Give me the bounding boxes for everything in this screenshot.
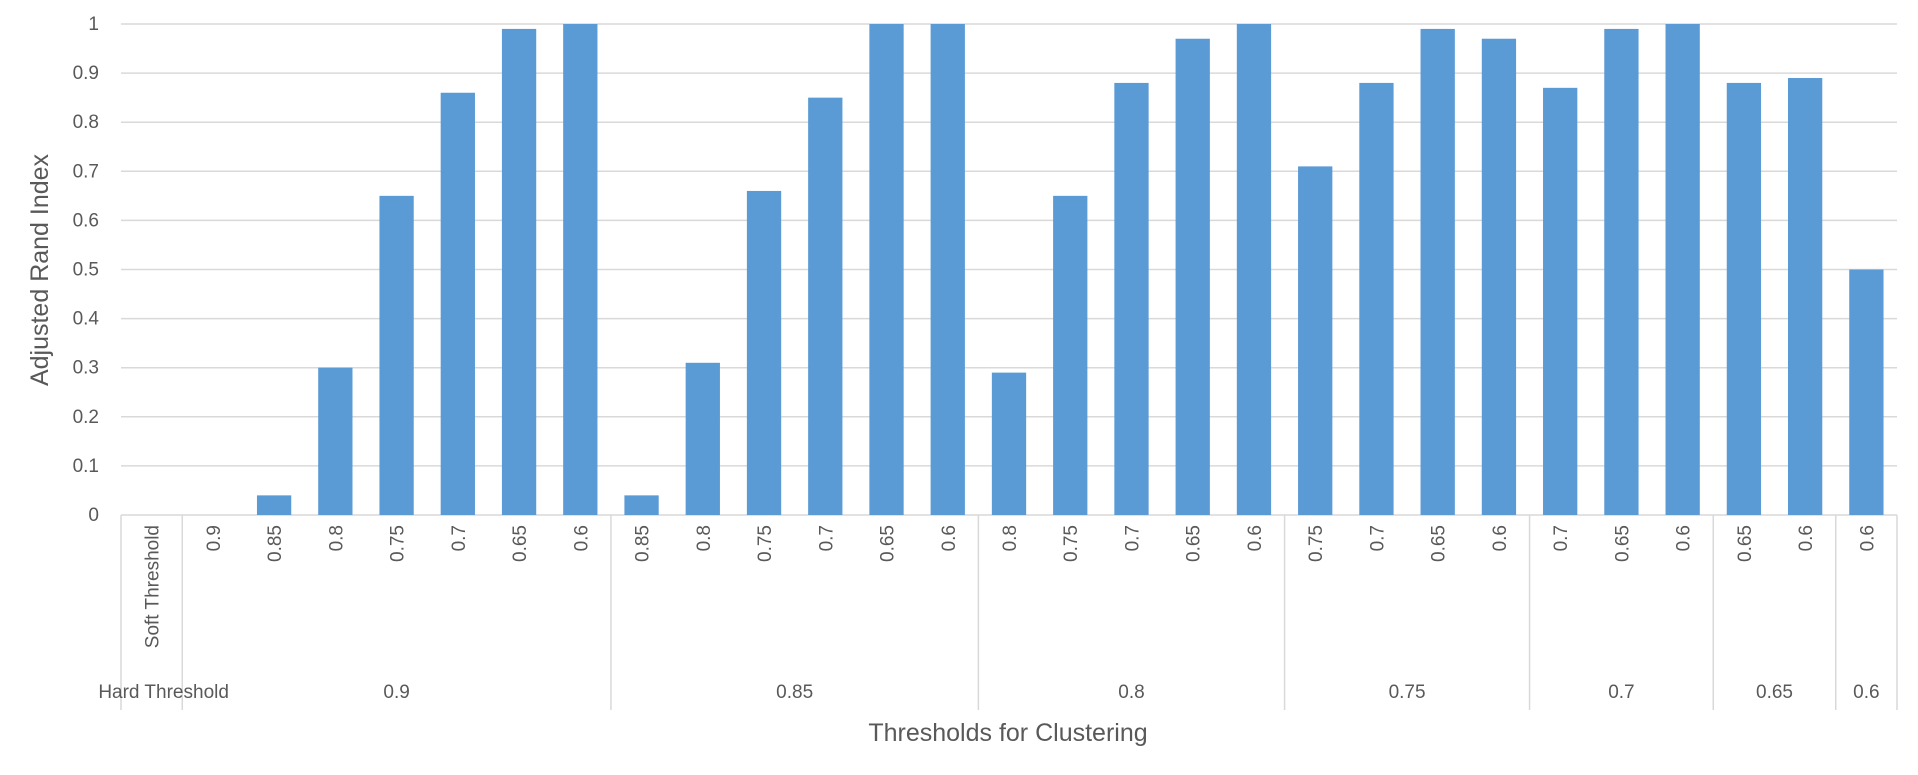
y-tick-label: 0.6 — [73, 210, 99, 231]
bar — [746, 190, 782, 515]
bar — [318, 367, 353, 515]
bar — [1236, 24, 1272, 515]
y-tick-label: 0.3 — [73, 358, 99, 379]
y-tick-label: 0.8 — [73, 112, 99, 133]
soft-threshold-row-label: Soft Threshold — [143, 525, 164, 648]
bar — [1359, 82, 1394, 516]
soft-threshold-tick-label: 0.7 — [1367, 525, 1388, 551]
soft-threshold-tick-label: 0.85 — [265, 525, 286, 562]
bar — [501, 28, 537, 515]
bar — [869, 24, 904, 515]
soft-threshold-tick-label: 0.7 — [816, 525, 837, 551]
bar — [1175, 38, 1210, 515]
soft-threshold-tick-label: 0.65 — [1612, 525, 1633, 562]
bar — [440, 92, 475, 516]
gridlines — [121, 23, 1897, 516]
bar — [1726, 82, 1762, 516]
y-tick-label: 0.4 — [73, 309, 100, 330]
soft-threshold-tick-label: 0.85 — [633, 525, 654, 562]
hard-threshold-row-label: Hard Threshold — [98, 682, 229, 703]
soft-threshold-tick-label: 0.65 — [1735, 525, 1756, 562]
category-axis — [120, 515, 1898, 710]
bar — [1053, 195, 1088, 515]
soft-threshold-tick-label: 0.7 — [1122, 525, 1143, 551]
bar — [808, 97, 843, 516]
bars — [256, 24, 1884, 516]
bar — [256, 495, 292, 515]
soft-threshold-tick-label: 0.6 — [1857, 525, 1878, 551]
axis-labels: 0 0.1 0.2 0.3 0.4 0.5 0.6 0.7 0.8 0.9 1 Soft Thresh… — [73, 14, 1880, 703]
bar — [1849, 269, 1884, 515]
y-tick-label: 0.7 — [73, 161, 99, 182]
soft-threshold-tick-label: 0.6 — [571, 525, 592, 551]
bar — [685, 362, 720, 515]
bar — [991, 372, 1027, 515]
bar — [624, 495, 659, 515]
soft-threshold-tick-label: 0.65 — [878, 525, 899, 562]
bar — [1481, 38, 1517, 515]
soft-threshold-tick-label: 0.65 — [1184, 525, 1205, 562]
soft-threshold-tick-label: 0.75 — [388, 525, 409, 562]
hard-threshold-group-label: 0.75 — [1389, 682, 1426, 703]
soft-threshold-tick-label: 0.7 — [1551, 525, 1572, 551]
bar — [1114, 82, 1149, 516]
soft-threshold-tick-label: 0.6 — [1490, 525, 1511, 551]
soft-threshold-tick-label: 0.75 — [755, 525, 776, 562]
bar — [1298, 166, 1333, 515]
soft-threshold-tick-label: 0.75 — [1306, 525, 1327, 562]
soft-threshold-tick-label: 0.8 — [694, 525, 715, 551]
hard-threshold-group-label: 0.6 — [1853, 682, 1879, 703]
y-tick-label: 0 — [88, 505, 99, 526]
y-tick-label: 1 — [88, 14, 99, 35]
soft-threshold-tick-label: 0.8 — [326, 525, 347, 551]
bar — [1420, 28, 1455, 515]
bar — [1665, 24, 1700, 515]
soft-threshold-tick-label: 0.7 — [449, 525, 470, 551]
soft-threshold-tick-label: 0.6 — [1674, 525, 1695, 551]
bar — [563, 24, 598, 515]
hard-threshold-group-label: 0.85 — [776, 682, 813, 703]
hard-threshold-group-label: 0.7 — [1608, 682, 1634, 703]
soft-threshold-tick-label: 0.75 — [1061, 525, 1082, 562]
x-axis-title: Thresholds for Clustering — [868, 719, 1147, 747]
bar — [1543, 87, 1578, 515]
bar — [930, 24, 965, 515]
soft-threshold-tick-label: 0.6 — [1796, 525, 1817, 551]
soft-threshold-tick-label: 0.8 — [1000, 525, 1021, 551]
soft-threshold-tick-label: 0.6 — [939, 525, 960, 551]
bar — [1604, 28, 1639, 515]
y-tick-label: 0.1 — [73, 456, 99, 477]
y-axis-title: Adjusted Rand Index — [26, 153, 54, 386]
y-tick-label: 0.5 — [73, 260, 99, 281]
hard-threshold-group-label: 0.65 — [1756, 682, 1793, 703]
soft-threshold-tick-label: 0.6 — [1245, 525, 1266, 551]
hard-threshold-group-label: 0.9 — [383, 682, 409, 703]
bar — [1787, 78, 1823, 515]
soft-threshold-tick-label: 0.9 — [204, 525, 225, 551]
bar — [379, 195, 414, 515]
y-tick-label: 0.2 — [73, 407, 99, 428]
soft-threshold-tick-label: 0.65 — [510, 525, 531, 562]
hard-threshold-group-label: 0.8 — [1118, 682, 1144, 703]
soft-threshold-tick-label: 0.65 — [1429, 525, 1450, 562]
y-tick-label: 0.9 — [73, 63, 99, 84]
